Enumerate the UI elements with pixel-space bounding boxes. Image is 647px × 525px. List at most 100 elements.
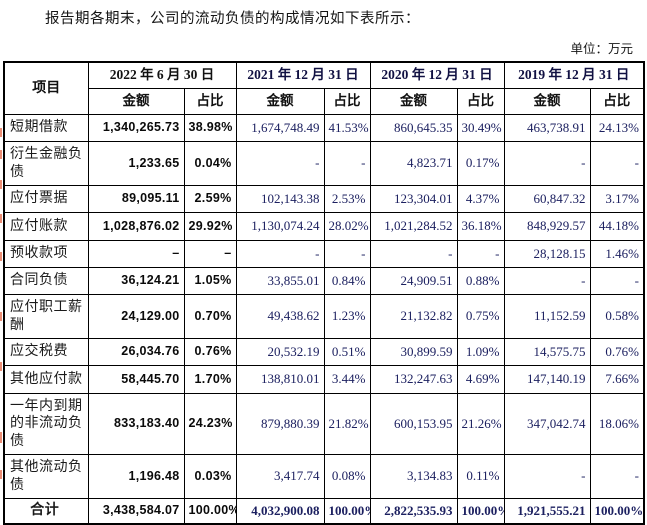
ratio-cell: 0.70% (183, 294, 237, 339)
ratio-header: 占比 (589, 87, 645, 115)
ratio-cell: 0.58% (589, 294, 645, 339)
table-row: 应付职工薪酬 24,129.00 0.70% 49,438.62 1.23% 21,132… (3, 294, 645, 339)
amount-cell: – (87, 239, 185, 268)
ratio-cell: 0.76% (589, 337, 645, 367)
revision-mark (0, 128, 2, 137)
amount-cell: 1,674,748.49 (235, 113, 325, 143)
table-row: 其他应付款 58,445.70 1.70% 138,810.01 3.44% 132,24… (3, 365, 645, 394)
amount-cell: 848,929.57 (503, 212, 591, 241)
amount-header: 金额 (87, 87, 185, 115)
amount-cell: 347,042.74 (503, 392, 591, 455)
amount-cell: - (369, 239, 458, 268)
amount-cell: 463,738.91 (503, 113, 591, 143)
table-row: 一年内到期的非流动负债 833,183.40 24.23% 879,880.39 21.… (3, 392, 645, 455)
table-row: 预收款项 – – - - - -28,128.15 1.46% (3, 239, 645, 268)
revision-mark (0, 470, 2, 479)
table-header: 项目 2022 年 6 月 30 日 2021 年 12 月 31 日 2020… (3, 61, 645, 115)
amount-cell: 28,128.15 (503, 239, 591, 268)
current-liabilities-table: 项目 2022 年 6 月 30 日 2021 年 12 月 31 日 2020… (3, 61, 645, 525)
ratio-cell: 21.82% (323, 392, 371, 455)
revision-mark (0, 312, 2, 321)
table-row: 衍生金融负债 1,233.65 0.04% - -4,823.71 0.17% - - (3, 141, 645, 186)
ratio-header: 占比 (323, 87, 371, 115)
ratio-cell: 2.59% (183, 184, 237, 214)
ratio-cell: 4.37% (456, 184, 505, 214)
amount-cell: 123,304.01 (369, 184, 458, 214)
amount-cell: 1,233.65 (87, 141, 185, 186)
amount-cell: 58,445.70 (87, 365, 185, 394)
amount-cell: 833,183.40 (87, 392, 185, 455)
amount-cell: 21,132.82 (369, 294, 458, 339)
row-label: 应交税费 (3, 337, 89, 367)
revision-mark (0, 150, 2, 159)
ratio-cell: 1.09% (456, 337, 505, 367)
ratio-cell: 29.92% (183, 212, 237, 241)
ratio-cell: - (456, 239, 505, 268)
period-header-2022: 2022 年 6 月 30 日 (87, 61, 237, 89)
amount-cell: 147,140.19 (503, 365, 591, 394)
table-row: 合同负债 36,124.21 1.05% 33,855.01 0.84% 24,909.5… (3, 266, 645, 296)
amount-cell: 20,532.19 (235, 337, 325, 367)
row-label: 其他流动负债 (3, 454, 89, 499)
ratio-cell: 3.17% (589, 184, 645, 214)
row-label: 一年内到期的非流动负债 (3, 392, 89, 455)
ratio-cell: 24.13% (589, 113, 645, 143)
ratio-cell: 100.00% (456, 498, 505, 524)
amount-cell: 26,034.76 (87, 337, 185, 367)
ratio-cell: – (183, 239, 237, 268)
ratio-header: 占比 (183, 87, 237, 115)
row-label: 应付账款 (3, 212, 89, 241)
amount-cell: 49,438.62 (235, 294, 325, 339)
ratio-cell: 38.98% (183, 113, 237, 143)
amount-cell: 1,021,284.52 (369, 212, 458, 241)
ratio-cell: 1.05% (183, 266, 237, 296)
ratio-cell: 0.11% (456, 454, 505, 499)
ratio-cell: - (323, 141, 371, 186)
ratio-cell: 100.00% (183, 498, 237, 524)
ratio-cell: 0.84% (323, 266, 371, 296)
amount-cell: - (503, 454, 591, 499)
ratio-cell: 0.04% (183, 141, 237, 186)
period-header-2021: 2021 年 12 月 31 日 (235, 61, 371, 89)
amount-cell: 138,810.01 (235, 365, 325, 394)
ratio-cell: 100.00% (589, 498, 645, 524)
amount-cell: 1,196.48 (87, 454, 185, 499)
amount-cell: - (235, 141, 325, 186)
amount-cell: 24,909.51 (369, 266, 458, 296)
ratio-cell: 7.66% (589, 365, 645, 394)
row-label: 应付票据 (3, 184, 89, 214)
amount-cell: 60,847.32 (503, 184, 591, 214)
row-label: 其他应付款 (3, 365, 89, 394)
amount-cell: 33,855.01 (235, 266, 325, 296)
ratio-cell: 0.17% (456, 141, 505, 186)
row-label: 衍生金融负债 (3, 141, 89, 186)
ratio-cell: 0.88% (456, 266, 505, 296)
row-label: 预收款项 (3, 239, 89, 268)
ratio-cell: - (323, 239, 371, 268)
table-row: 应付票据 89,095.11 2.59% 102,143.38 2.53% 123,304… (3, 184, 645, 214)
amount-cell: 1,921,555.21 (503, 498, 591, 524)
amount-cell: 1,340,265.73 (87, 113, 185, 143)
period-header-2020: 2020 年 12 月 31 日 (369, 61, 505, 89)
ratio-cell: 44.18% (589, 212, 645, 241)
amount-cell: 1,130,074.24 (235, 212, 325, 241)
ratio-cell: 0.51% (323, 337, 371, 367)
amount-cell: 3,417.74 (235, 454, 325, 499)
row-label: 合计 (3, 498, 89, 524)
amount-cell: 1,028,876.02 (87, 212, 185, 241)
revision-mark (0, 432, 2, 443)
amount-cell: 132,247.63 (369, 365, 458, 394)
amount-cell: 30,899.59 (369, 337, 458, 367)
ratio-cell: 0.76% (183, 337, 237, 367)
ratio-cell: - (589, 454, 645, 499)
amount-cell: 89,095.11 (87, 184, 185, 214)
amount-cell: 14,575.75 (503, 337, 591, 367)
ratio-cell: 2.53% (323, 184, 371, 214)
amount-cell: 3,134.83 (369, 454, 458, 499)
amount-cell: 3,438,584.07 (87, 498, 185, 524)
ratio-cell: 100.00% (323, 498, 371, 524)
table-row: 其他流动负债 1,196.48 0.03% 3,417.74 0.08% 3,134.83… (3, 454, 645, 499)
table-row: 应付账款 1,028,876.02 29.92% 1,130,074.24 28.02%… (3, 212, 645, 241)
intro-paragraph: 报告期各期末，公司的流动负债的构成情况如下表所示： (45, 11, 420, 27)
amount-cell: 600,153.95 (369, 392, 458, 455)
